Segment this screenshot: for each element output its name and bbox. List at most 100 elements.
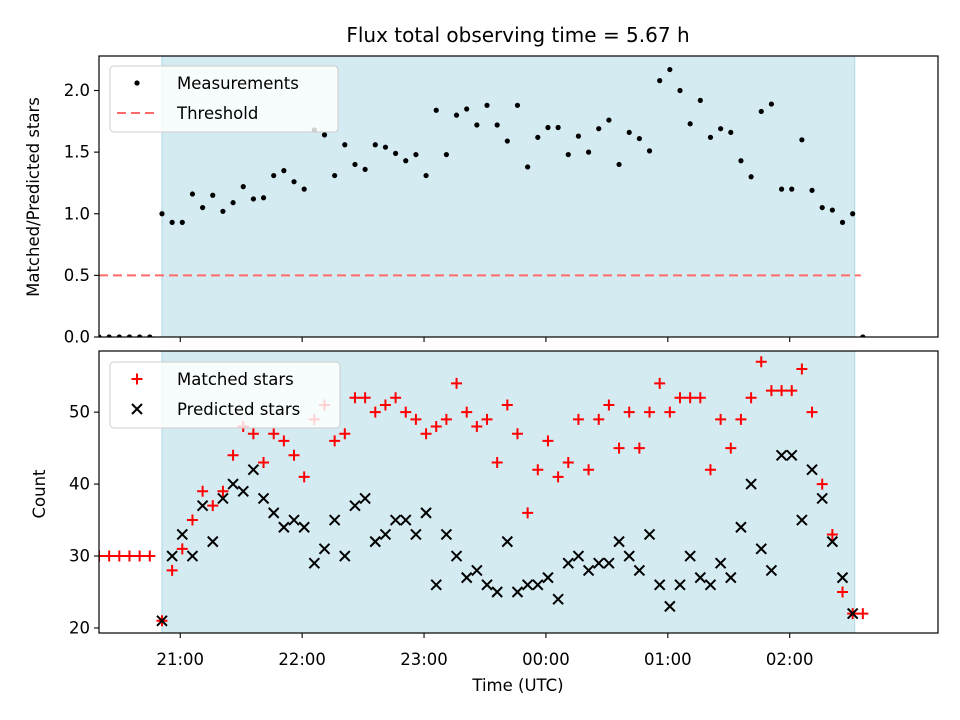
measurement-point [464,106,470,112]
measurement-point [504,138,510,144]
predicted-star-point [288,514,300,526]
measurement-point [392,150,399,156]
predicted-star-point [278,521,290,533]
bottom-panel: 20 30 40 50 [69,350,939,638]
predicted-star-point [775,449,788,462]
matched-star-point [857,608,869,620]
matched-star-point [369,406,381,418]
matched-star-point [176,543,188,555]
measurement-point [525,164,531,170]
matched-star-point [400,406,412,418]
measurement-point [179,219,185,225]
matched-star-point [288,449,300,461]
measurement-point [474,122,480,128]
predicted-star-point [542,571,554,584]
predicted-star-point [227,478,239,490]
predicted-star-point [664,600,676,613]
matched-star-point [144,550,156,562]
predicted-star-point [501,535,514,548]
predicted-star-point [166,550,178,562]
legend-label: Matched stars [177,370,294,389]
matched-star-point [451,377,463,389]
predicted-star-point [420,507,432,519]
measurement-point [778,186,785,192]
legend-dot-marker [134,80,140,86]
measurement-point [99,334,102,337]
matched-star-point [410,413,422,425]
measurement-point [616,161,622,168]
bottom-y-tick-label: 40 [69,475,90,494]
matched-star-point [572,413,584,425]
predicted-star-point [450,550,463,562]
predicted-star-point [552,593,564,605]
predicted-star-point [430,579,442,591]
top-legend: Measurements Threshold [109,65,339,133]
legend-label: Predicted stars [177,400,300,419]
matched-star-point [684,392,696,404]
measurement-point [636,135,642,142]
matched-star-point [207,500,219,512]
bottom-legend: Matched stars Predicted stars [109,361,341,429]
predicted-star-point [643,528,656,541]
predicted-star-point [674,579,686,591]
predicted-star-point [623,550,635,562]
legend-box [109,361,341,429]
predicted-star-point [562,557,574,569]
measurement-point [342,142,348,148]
measurement-point [575,133,582,139]
x-tick-label: 02:00 [766,650,814,669]
matched-star-point [593,413,605,425]
predicted-star-point [207,535,219,548]
measurement-point [707,134,714,140]
measurement-point [545,124,551,131]
predicted-star-point [521,579,534,591]
predicted-star-point [237,485,249,497]
predicted-star-point [176,528,188,541]
x-tick-label: 21:00 [156,650,204,669]
matched-star-point [247,428,259,440]
measurement-point [829,207,835,213]
matched-star-point [796,363,808,375]
matched-star-point [522,507,534,519]
predicted-star-point [653,579,666,591]
measurement-point [210,192,216,198]
measurement-point [332,172,338,179]
matched-star-point [532,464,544,476]
measurement-point [687,121,693,127]
matched-star-point [715,413,727,425]
predicted-star-point [217,492,229,505]
predicted-star-point [247,463,260,476]
measurement-point [260,195,267,201]
matched-star-point [298,471,310,483]
matched-star-point [186,514,198,526]
matched-star-point [826,528,838,540]
measurement-point [230,200,236,206]
predicted-star-point [786,449,798,462]
predicted-star-point [196,499,209,512]
predicted-star-point [481,579,493,591]
top-y-axis-label: Matched/Predicted stars [24,97,43,297]
measurement-point [291,179,297,185]
predicted-star-point [836,571,849,584]
measurement-point [789,186,795,192]
predicted-star-point [400,514,412,526]
predicted-star-point [633,564,646,577]
matched-star-point [359,392,371,404]
legend-plus-marker [131,373,143,385]
measurement-point [697,97,703,103]
matched-star-point [725,442,737,454]
matched-star-point [735,413,747,425]
predicted-star-point [267,507,280,519]
measurement-point [137,334,143,337]
top-series-measurements [99,66,866,337]
matched-star-point [806,406,818,418]
predicted-star-point [572,550,585,562]
measurement-point [484,102,490,108]
measurement-point [126,334,133,337]
measurement-point [494,122,500,128]
measurement-point [565,151,571,158]
matched-star-point [674,392,686,404]
measurement-point [677,87,683,94]
matched-star-point [786,385,798,397]
